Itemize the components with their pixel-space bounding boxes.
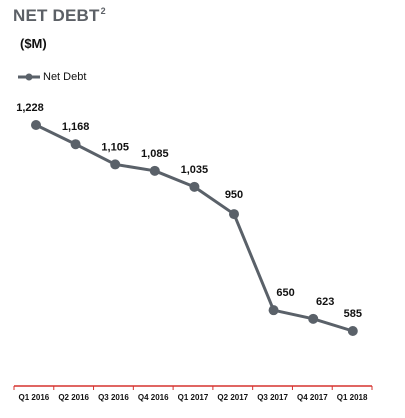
data-point (229, 209, 239, 220)
legend-line-marker-icon (18, 73, 40, 81)
data-label: 650 (276, 287, 294, 299)
data-label: 950 (225, 189, 243, 201)
data-point (31, 120, 41, 130)
x-tick-label: Q4 2016 (138, 393, 169, 402)
data-label: 1,228 (16, 102, 44, 114)
data-label: 623 (316, 296, 334, 308)
data-label: 1,105 (101, 141, 129, 153)
x-tick-label: Q1 2018 (337, 393, 368, 402)
x-tick-label: Q2 2016 (58, 393, 89, 402)
x-tick-label: Q3 2017 (257, 393, 288, 402)
data-label: 1,035 (181, 164, 209, 176)
x-tick-label: Q4 2017 (297, 393, 328, 402)
legend: Net Debt (18, 71, 86, 83)
data-point (70, 139, 81, 150)
data-label: 585 (344, 308, 362, 320)
chart-title: NET DEBT2 (13, 6, 106, 26)
data-point (308, 313, 319, 324)
title-superscript: 2 (100, 6, 106, 16)
x-tick-label: Q1 2016 (19, 393, 50, 402)
data-label: 1,085 (141, 148, 169, 160)
x-tick-label: Q2 2017 (217, 393, 248, 402)
data-point (149, 165, 160, 176)
series-line-net-debt (35, 123, 354, 333)
x-tick-label: Q3 2016 (98, 393, 129, 402)
data-point (268, 305, 279, 316)
data-point (110, 159, 121, 170)
unit-label: ($M) (20, 36, 47, 51)
data-point (347, 326, 358, 336)
chart-title-text: NET DEBT (13, 6, 100, 25)
data-point (189, 181, 200, 192)
x-tick-label: Q1 2017 (178, 393, 209, 402)
data-label: 1,168 (62, 121, 90, 133)
legend-series-label: Net Debt (43, 71, 87, 83)
